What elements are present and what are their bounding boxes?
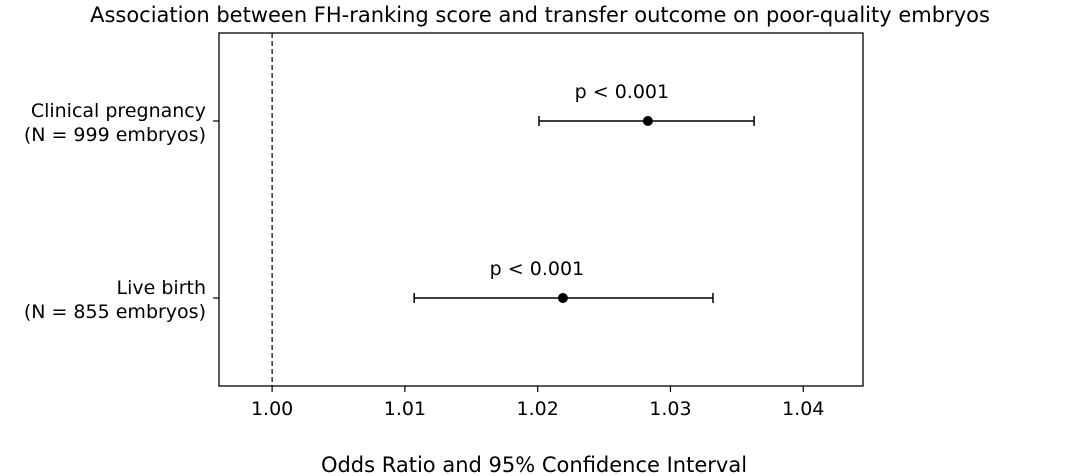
x-tick-label: 1.02 (517, 398, 559, 420)
y-label-line1: Live birth (117, 277, 206, 299)
data-marks: p < 0.001 p < 0.001 (413, 81, 755, 303)
plot-area-frame (218, 32, 864, 387)
y-label-line2: (N = 999 embryos) (24, 124, 206, 146)
x-axis-label: Odds Ratio and 95% Confidence Interval (321, 453, 747, 476)
x-tick-label: 1.00 (251, 398, 293, 420)
p-value-annotation: p < 0.001 (575, 81, 669, 103)
x-axis: 1.00 1.01 1.02 1.03 1.04 (251, 386, 824, 420)
y-label-line2: (N = 855 embryos) (24, 301, 206, 323)
x-tick-label: 1.03 (649, 398, 691, 420)
p-value-annotation: p < 0.001 (490, 258, 584, 280)
odds-ratio-point (642, 116, 653, 126)
x-tick-label: 1.01 (384, 398, 426, 420)
chart-title: Association between FH-ranking score and… (90, 3, 990, 27)
y-label-line1: Clinical pregnancy (31, 100, 206, 122)
x-tick-label: 1.04 (782, 398, 824, 420)
y-axis: Clinical pregnancy(N = 999 embryos) Live … (24, 100, 219, 323)
odds-ratio-point (557, 293, 568, 303)
